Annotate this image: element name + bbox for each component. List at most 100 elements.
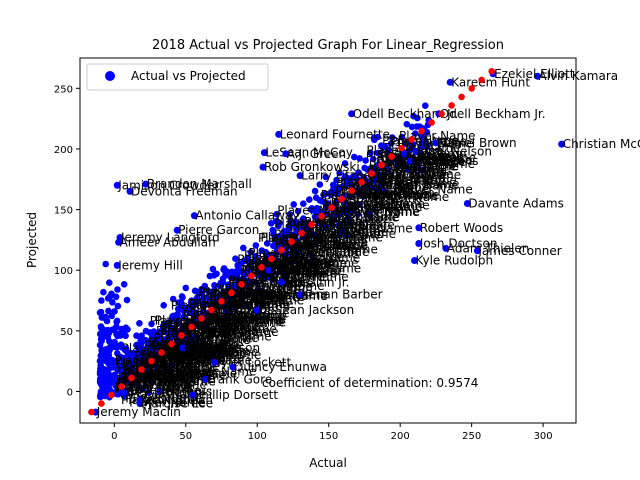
clutter-label: Player Name — [399, 157, 476, 171]
clutter-label: Player Name — [280, 238, 357, 252]
clutter-label: Player Name — [149, 351, 226, 365]
labeled-point — [142, 180, 150, 188]
fit-marker — [478, 76, 486, 84]
clutter-label: Player Name — [198, 285, 275, 299]
clutter-label: Player Name — [305, 227, 382, 241]
clutter-label: Player Name — [173, 344, 250, 358]
data-point — [184, 304, 192, 311]
data-point — [287, 267, 294, 275]
data-point — [120, 281, 128, 288]
data-point — [134, 385, 141, 392]
clutter-label: Player Name — [200, 322, 277, 336]
x-tick-label: 150 — [319, 431, 338, 442]
data-point — [234, 263, 242, 270]
clutter-label: Player Name — [327, 203, 404, 217]
fit-marker — [228, 289, 235, 297]
point-label: Alvin Kamara — [538, 69, 618, 83]
clutter-label: Player Name — [380, 160, 457, 174]
clutter-label: Player Name — [202, 325, 279, 339]
data-point — [226, 307, 233, 315]
data-point — [162, 328, 169, 336]
y-tick-label: 100 — [54, 266, 73, 277]
clutter-label: Player Name — [258, 258, 335, 272]
data-point — [98, 297, 105, 304]
clutter-label: Player Name — [291, 231, 368, 245]
fit-marker — [368, 170, 375, 177]
legend: Actual vs Projected — [86, 63, 269, 91]
clutter-label: Player Name — [396, 153, 473, 167]
clutter-label: Player Name — [303, 224, 380, 238]
data-point — [211, 287, 218, 294]
data-point — [111, 325, 119, 332]
point-label: Antonio Callaway — [195, 209, 299, 223]
data-point — [133, 350, 140, 358]
data-point — [245, 290, 253, 297]
clutter-label: Player Name — [322, 211, 399, 225]
data-point — [158, 355, 165, 363]
clutter-label: Player Name — [285, 261, 362, 275]
data-point — [356, 155, 363, 162]
labeled-point — [113, 261, 121, 269]
data-point — [174, 310, 181, 318]
clutter-label: Player Name — [399, 151, 476, 165]
data-point — [197, 337, 205, 344]
data-point — [233, 272, 241, 280]
clutter-label: Player Name — [153, 346, 230, 360]
data-point — [306, 196, 313, 203]
clutter-label: Player Name — [217, 297, 294, 311]
clutter-label: Player Name — [369, 159, 446, 173]
labeled-point — [259, 163, 267, 171]
fit-marker — [88, 408, 95, 416]
fit-marker — [298, 229, 305, 237]
clutter-label: Player Name — [128, 369, 205, 383]
labeled-point — [278, 278, 285, 286]
point-label: Ted Ginn Jr. — [282, 275, 350, 289]
labeled-point — [533, 72, 541, 80]
data-point — [108, 290, 115, 298]
clutter-label: Player Name — [248, 246, 325, 260]
clutter-label: Player Name — [306, 231, 383, 245]
clutter-label: Player Name — [189, 302, 266, 316]
clutter-label: Player Name — [210, 309, 287, 323]
data-point — [408, 123, 416, 131]
data-point — [246, 277, 253, 285]
data-point — [316, 197, 324, 204]
labeled-point — [411, 257, 418, 264]
data-point — [206, 272, 214, 280]
data-point — [414, 158, 421, 165]
clutter-label: Player Name — [228, 293, 305, 307]
data-point — [275, 258, 282, 265]
clutter-label: Player Name — [248, 279, 325, 293]
labeled-point — [432, 139, 440, 147]
clutter-label: Player Name — [261, 231, 338, 245]
data-point — [271, 234, 279, 241]
clutter-label: Player Name — [156, 324, 233, 338]
data-point — [199, 309, 207, 316]
data-point — [184, 333, 191, 341]
clutter-label: Player Name — [156, 349, 233, 363]
clutter-label: Player Name — [226, 288, 303, 302]
clutter-label: Player Name — [308, 220, 385, 234]
labeled-point — [348, 110, 356, 118]
clutter-label: Player Name — [272, 270, 349, 284]
plot-frame — [79, 57, 577, 424]
point-label: Marqise Lee — [141, 397, 213, 411]
clutter-label: Player Name — [377, 155, 454, 169]
data-point — [413, 164, 421, 172]
data-point — [310, 241, 317, 248]
fit-marker — [358, 178, 365, 186]
data-point — [122, 375, 129, 382]
clutter-label: Player Name — [318, 218, 395, 232]
labeled-point — [113, 181, 121, 189]
clutter-label: Player Name — [353, 181, 430, 195]
point-label: DeSean Jackson — [258, 303, 354, 317]
labeled-point — [253, 306, 261, 314]
data-point — [161, 362, 168, 370]
clutter-label: Player Name — [373, 190, 450, 204]
clutter-label: Player Name — [118, 376, 195, 390]
labeled-point — [401, 150, 408, 158]
clutter-label: Player Name — [150, 354, 227, 368]
data-point — [191, 287, 199, 295]
clutter-label: Player Name — [160, 319, 237, 333]
